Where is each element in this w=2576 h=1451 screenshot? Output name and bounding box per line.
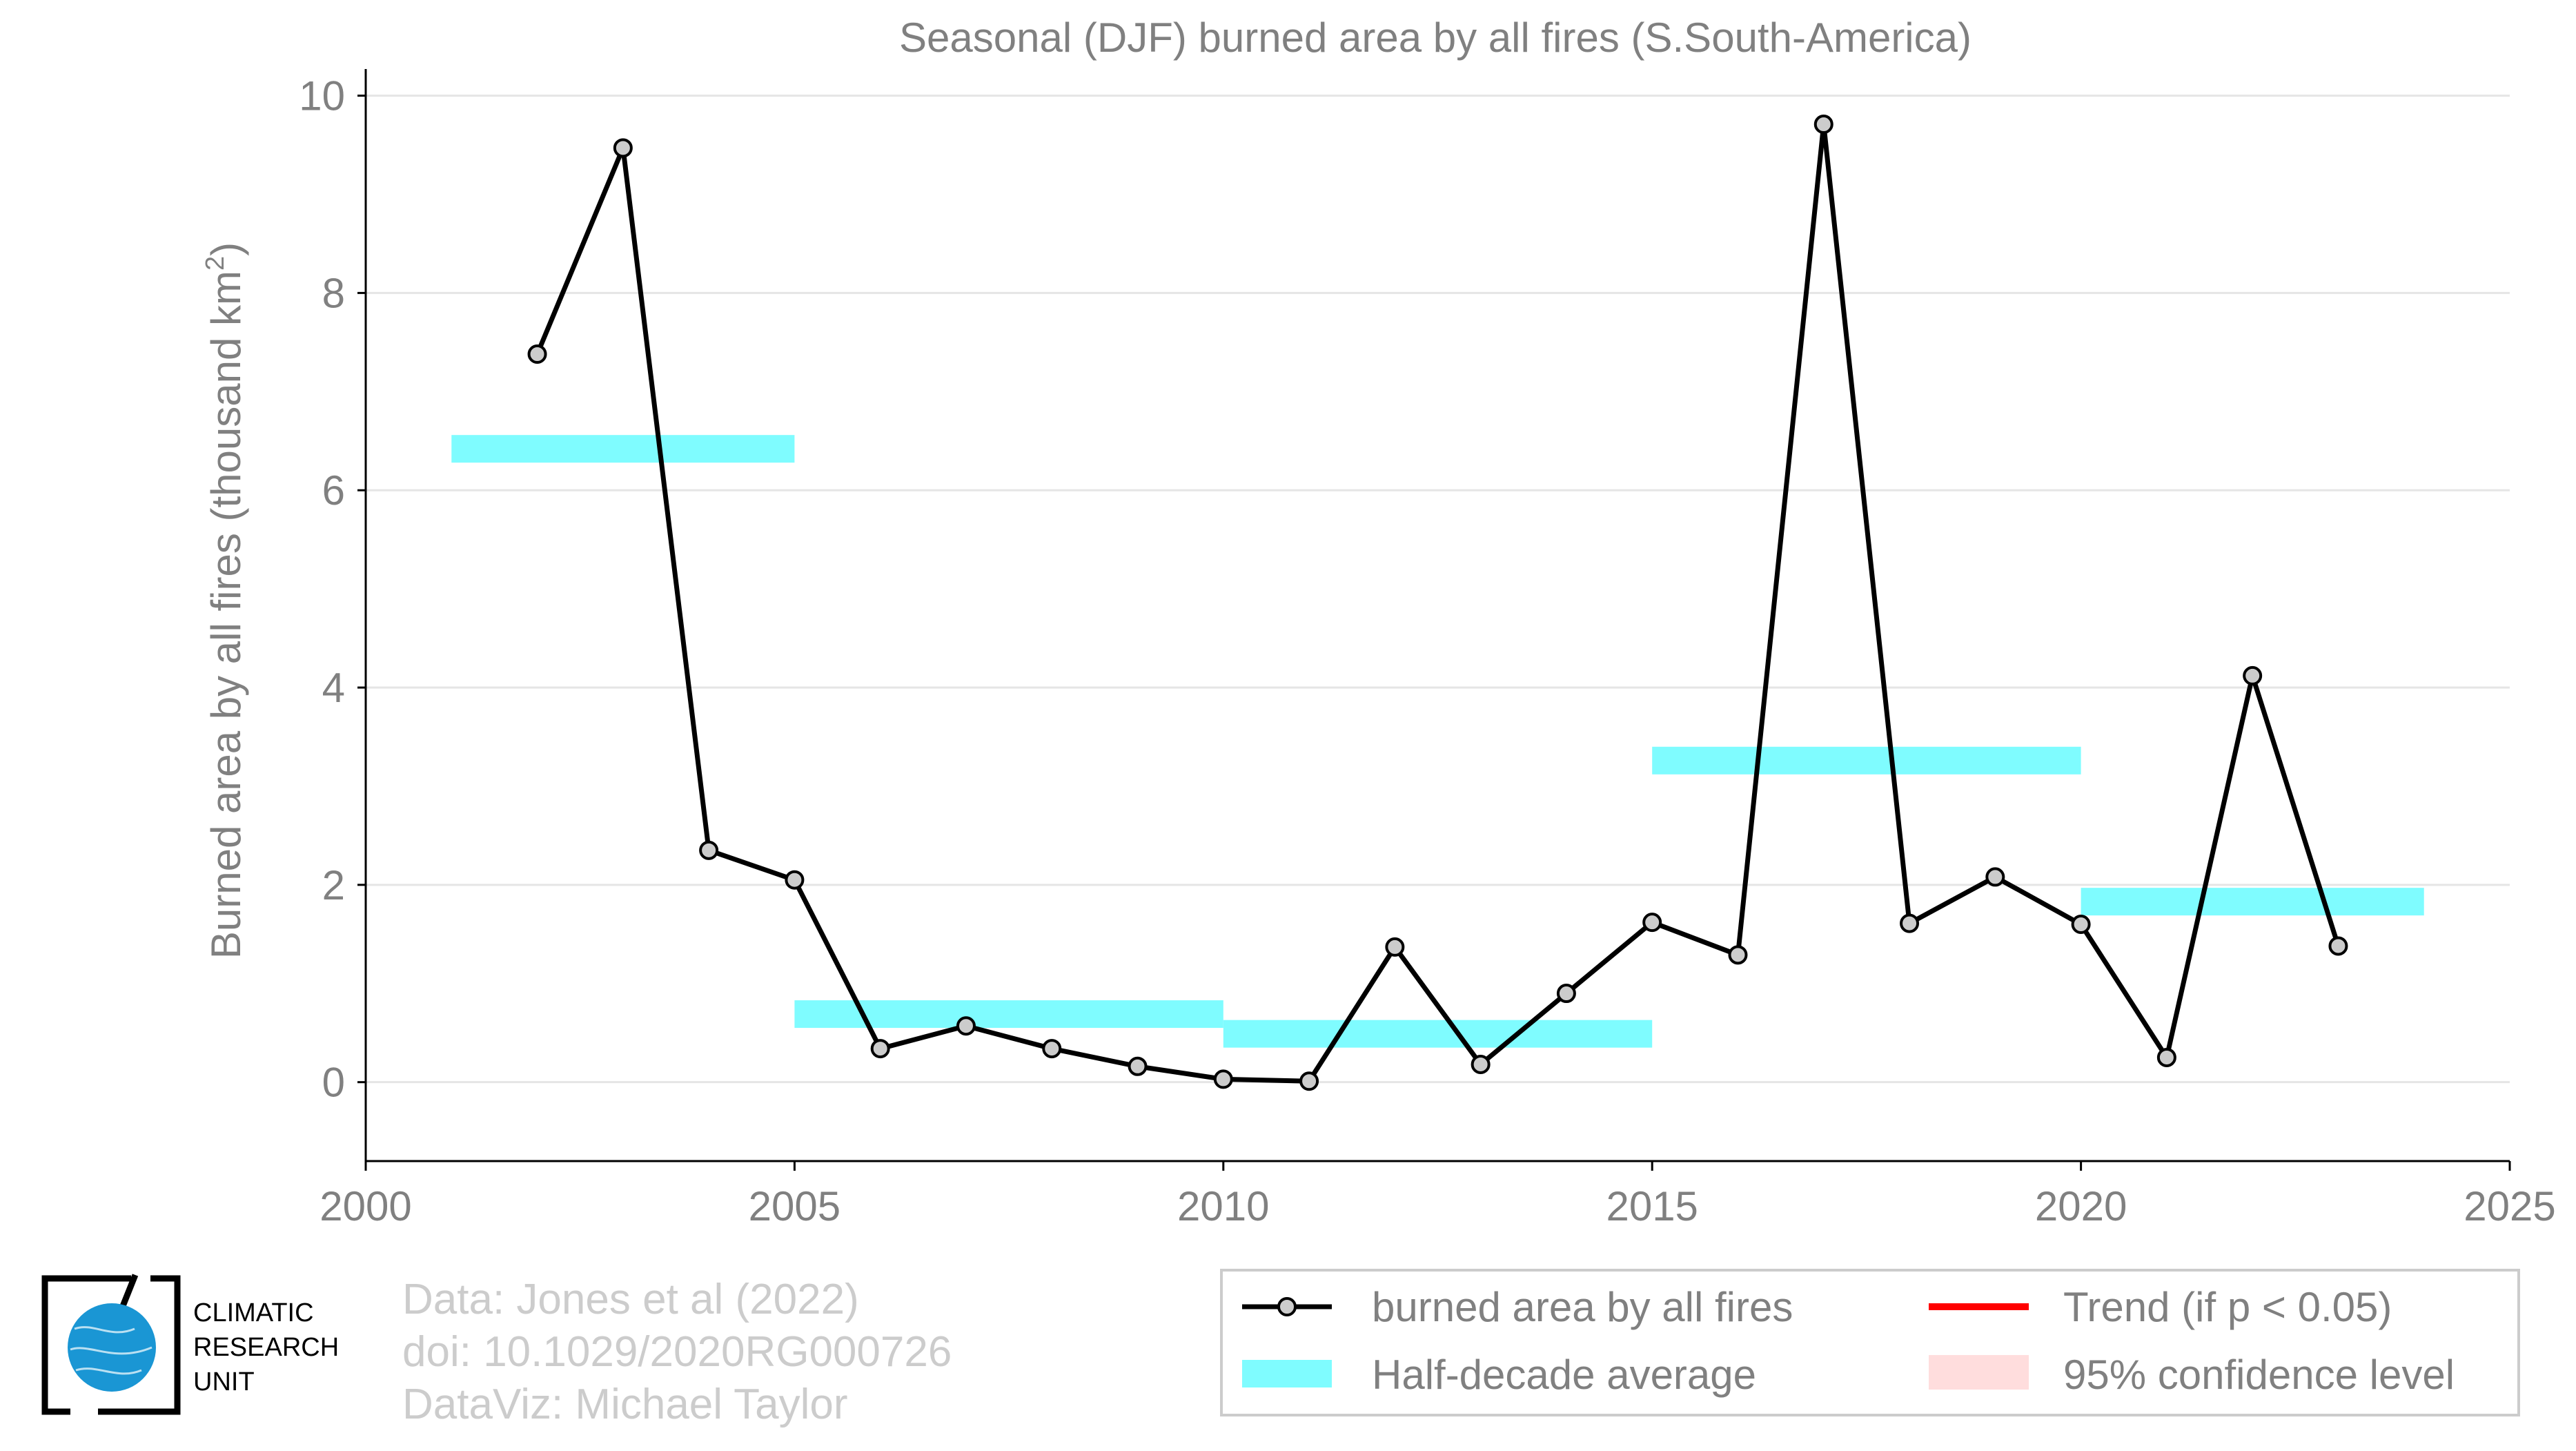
y-tick-label: 2 [322, 862, 345, 908]
data-point [785, 870, 805, 890]
series-line [535, 121, 2341, 1084]
data-point [1900, 913, 1920, 933]
y-axis-label-superscript: 2 [201, 256, 230, 271]
data-series [527, 115, 2348, 1091]
credit-dataviz: DataViz: Michael Taylor [402, 1381, 848, 1428]
x-tick-label: 2020 [2035, 1183, 2127, 1229]
data-point [1042, 1039, 1062, 1059]
x-tick-label: 2005 [749, 1183, 840, 1229]
data-point [1385, 937, 1405, 957]
data-point [2156, 1047, 2176, 1067]
y-tick-label: 4 [322, 665, 345, 711]
x-tick-label: 2025 [2464, 1183, 2555, 1229]
logo-text-line3: UNIT [193, 1367, 255, 1396]
x-tick-label: 2015 [1606, 1183, 1698, 1229]
x-tick-label: 2010 [1177, 1183, 1269, 1229]
legend: burned area by all fires Trend (if p < 0… [1220, 1269, 2520, 1416]
y-axis-label-end: ) [203, 242, 249, 256]
data-point [1642, 913, 1662, 933]
data-point [2243, 665, 2263, 685]
y-tick-label: 6 [322, 467, 345, 514]
y-tick-label: 8 [322, 270, 345, 316]
half-decade-bar [451, 435, 795, 463]
logo-text: CLIMATIC RESEARCH UNIT [193, 1296, 339, 1399]
chart-title: Seasonal (DJF) burned area by all fires … [899, 14, 1972, 61]
y-axis-label: Burned area by all fires (thousand km2) [201, 242, 249, 959]
data-point [1471, 1054, 1491, 1074]
data-point [2328, 936, 2348, 956]
half-decade-bar [2081, 888, 2424, 916]
legend-label-half-decade: Half-decade average [1372, 1352, 1756, 1398]
axes: 0 2 4 6 8 10 2000 2005 2010 2015 2020 2025 [299, 69, 2556, 1229]
data-point [1813, 115, 1833, 135]
legend-label-trend: Trend (if p < 0.05) [2063, 1284, 2392, 1330]
data-point [1128, 1056, 1148, 1076]
half-decade-averages [451, 435, 2424, 1048]
half-decade-bar [1223, 1020, 1653, 1048]
y-axis-label-main: Burned area by all fires (thousand km [203, 271, 249, 959]
legend-label-burned-area: burned area by all fires [1372, 1284, 1793, 1330]
data-point [613, 138, 633, 158]
legend-half-decade-swatch [1242, 1360, 1332, 1387]
x-tick-label: 2000 [319, 1183, 411, 1229]
logo-bracket-right [98, 1275, 181, 1415]
data-point [527, 344, 547, 364]
data-point [1556, 984, 1576, 1004]
logo-slash [119, 1274, 139, 1307]
logo-text-line2: RESEARCH [193, 1333, 340, 1362]
data-point [870, 1039, 890, 1059]
data-point [2071, 915, 2091, 935]
legend-confidence-swatch [1929, 1355, 2029, 1390]
legend-box [1220, 1269, 2520, 1416]
data-point [956, 1016, 976, 1036]
legend-label-confidence: 95% confidence level [2063, 1352, 2455, 1398]
logo-bracket-left [41, 1275, 131, 1415]
logo-text-line1: CLIMATIC [193, 1298, 314, 1327]
cru-logo [41, 1274, 181, 1415]
data-point [1728, 945, 1748, 965]
y-tick-label: 10 [299, 73, 345, 119]
credit-data-source: Data: Jones et al (2022) [402, 1276, 859, 1323]
grid-lines [366, 95, 2510, 1084]
credit-doi: doi: 10.1029/2020RG000726 [402, 1328, 952, 1376]
legend-marker-swatch [1277, 1297, 1297, 1316]
data-point [1299, 1071, 1319, 1091]
data-credits: Data: Jones et al (2022) doi: 10.1029/20… [402, 1274, 952, 1431]
half-decade-bar [1652, 746, 2081, 775]
data-point [1985, 867, 2005, 887]
data-point [699, 840, 719, 860]
data-point [1213, 1069, 1233, 1089]
globe-icon-contours [70, 1326, 153, 1375]
y-tick-label: 0 [322, 1060, 345, 1106]
